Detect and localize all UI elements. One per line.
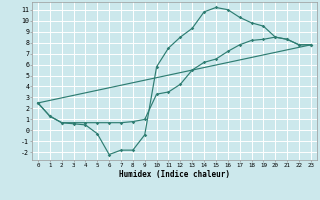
X-axis label: Humidex (Indice chaleur): Humidex (Indice chaleur)	[119, 170, 230, 179]
